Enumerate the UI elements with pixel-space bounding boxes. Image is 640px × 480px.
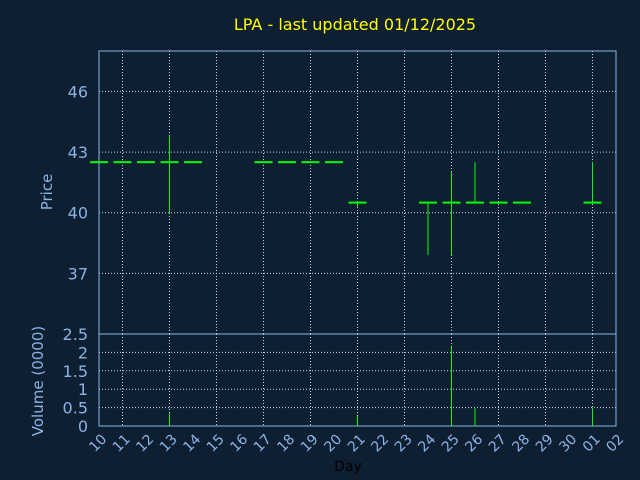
x-axis-label: Day: [334, 459, 362, 475]
volume-bars: [169, 346, 593, 426]
volume-axis-ticks: 00.511.522.5: [63, 325, 88, 436]
volume-tick-label: 0.5: [63, 399, 88, 418]
price-tick-label: 37: [68, 264, 88, 283]
volume-tick-label: 1.5: [63, 362, 88, 381]
price-tick-label: 40: [68, 204, 88, 223]
volume-tick-label: 2.5: [63, 325, 88, 344]
volume-tick-label: 2: [78, 343, 88, 362]
volume-tick-label: 1: [78, 380, 88, 399]
x-axis-ticks: 10 11 12 13 14 15 16 17 18 19 20 21 22 23 24 25 26 27 28 29…: [86, 431, 627, 455]
price-tick-label: 43: [68, 143, 88, 162]
price-axis-ticks: 37 40 43 46: [68, 82, 88, 283]
price-tick-label: 46: [68, 82, 88, 101]
price-axis-label: Price: [38, 174, 56, 211]
price-bars: [90, 135, 602, 256]
volume-tick-label: 0: [78, 417, 88, 436]
volume-axis-label: Volume (0000): [29, 326, 47, 436]
chart-title: LPA - last updated 01/12/2025: [234, 15, 476, 34]
